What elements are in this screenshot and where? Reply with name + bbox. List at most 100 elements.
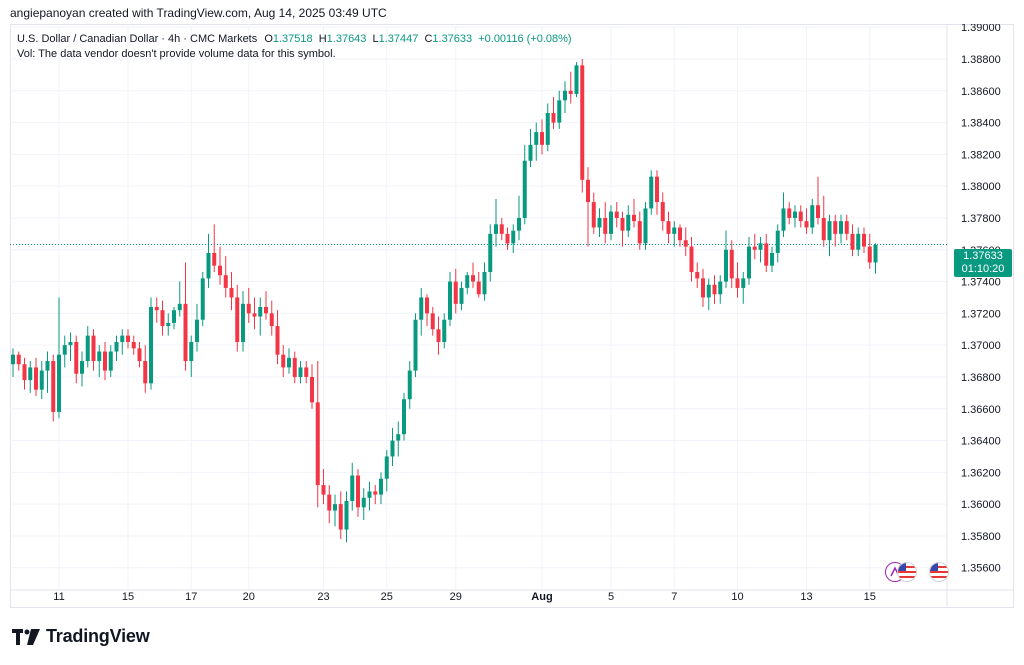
candle	[252, 297, 257, 330]
candle-body	[597, 217, 602, 228]
x-tick-label: 20	[243, 591, 255, 603]
candle	[206, 233, 211, 288]
candle-body	[22, 364, 27, 381]
candle-body	[407, 370, 412, 400]
candle-body	[430, 313, 435, 330]
candle	[729, 240, 734, 288]
close-value: 1.37633	[432, 33, 473, 45]
candle-body	[356, 475, 360, 508]
candle-body	[517, 217, 521, 231]
candle	[304, 361, 309, 384]
candle-body	[62, 345, 67, 355]
candle	[321, 469, 326, 505]
candle	[68, 332, 73, 362]
candle	[91, 329, 96, 371]
candle	[678, 224, 682, 247]
candle-body	[195, 319, 199, 342]
candle-body	[131, 341, 136, 349]
us-flag-icon[interactable]	[897, 562, 917, 582]
candle-body	[281, 354, 286, 368]
candle	[11, 348, 15, 377]
candle	[724, 230, 728, 288]
candle	[166, 313, 171, 336]
candle-body	[108, 351, 113, 371]
y-tick-label: 1.38600	[961, 86, 1001, 98]
candle-body	[126, 335, 130, 342]
candle-body	[200, 278, 205, 320]
candle-body	[666, 221, 671, 234]
candle-body	[442, 319, 447, 342]
symbol-legend: U.S. Dollar / Canadian Dollar · 4h · CMC…	[17, 32, 572, 62]
candle	[540, 119, 544, 155]
candle	[218, 246, 222, 285]
candle-body	[735, 278, 740, 288]
candle-body	[741, 278, 746, 288]
candle-body	[758, 243, 763, 250]
x-tick-label: 7	[671, 591, 677, 603]
candle-body	[143, 361, 148, 384]
candle	[183, 262, 188, 371]
candle	[655, 170, 659, 215]
candle	[465, 272, 470, 295]
candle	[28, 361, 33, 393]
candlestick-chart[interactable]: 1.39000 1.38800 1.38600 1.38400 1.38200 1.380…	[10, 24, 1014, 608]
candle	[384, 450, 389, 492]
candle-body	[482, 272, 487, 295]
candle	[177, 281, 182, 317]
candle	[522, 144, 527, 225]
open-value: 1.37518	[272, 33, 313, 45]
chart-frame[interactable]	[10, 24, 1014, 608]
symbol-name[interactable]: U.S. Dollar / Canadian Dollar · 4h · CMC…	[17, 33, 258, 45]
candle-body	[540, 132, 544, 145]
candle	[120, 329, 125, 355]
candle-body	[91, 335, 96, 362]
candle	[827, 214, 832, 257]
candle	[649, 170, 654, 215]
y-tick-label: 1.38400	[961, 118, 1001, 130]
candle-body	[678, 227, 682, 241]
candle	[333, 494, 337, 527]
candle-body	[528, 144, 533, 161]
candle	[258, 297, 263, 336]
candle-body	[264, 307, 268, 314]
x-tick-label: Aug	[531, 591, 552, 603]
candle	[34, 357, 38, 397]
candle	[292, 351, 297, 384]
candle	[626, 205, 631, 238]
author-line: angiepanoyan created with TradingView.co…	[10, 6, 387, 20]
candle-body	[396, 434, 401, 441]
candle	[781, 192, 786, 238]
us-flag-icon[interactable]	[929, 562, 949, 582]
candle-body	[384, 456, 389, 479]
candle	[413, 313, 418, 377]
candle	[269, 300, 274, 336]
candle-body	[850, 233, 855, 250]
candle	[264, 291, 268, 320]
candle-body	[649, 176, 654, 209]
candle-body	[275, 326, 280, 355]
candle	[476, 272, 481, 298]
candle-body	[551, 113, 556, 123]
candle-body	[511, 230, 516, 244]
x-tick-label: 13	[800, 591, 812, 603]
y-tick-label: 1.36400	[961, 436, 1001, 448]
candle-body	[494, 224, 498, 234]
candle-body	[172, 310, 176, 323]
candle-body	[390, 440, 395, 457]
candle-body	[74, 341, 79, 374]
candle-body	[632, 214, 636, 222]
candle-body	[85, 335, 90, 362]
candle	[379, 472, 383, 505]
tradingview-logo[interactable]: TradingView	[12, 626, 150, 647]
candle	[862, 227, 866, 253]
candle-body	[775, 230, 780, 253]
last-price-label: 1.37633 01:10:20	[954, 249, 1012, 277]
candle	[747, 237, 751, 285]
candle-body	[361, 497, 366, 508]
candle	[373, 485, 378, 505]
candle	[114, 335, 119, 362]
author-bar: angiepanoyan created with TradingView.co…	[0, 0, 1024, 24]
candle	[200, 272, 205, 327]
candle-body	[97, 351, 102, 362]
candle-body	[154, 307, 159, 311]
